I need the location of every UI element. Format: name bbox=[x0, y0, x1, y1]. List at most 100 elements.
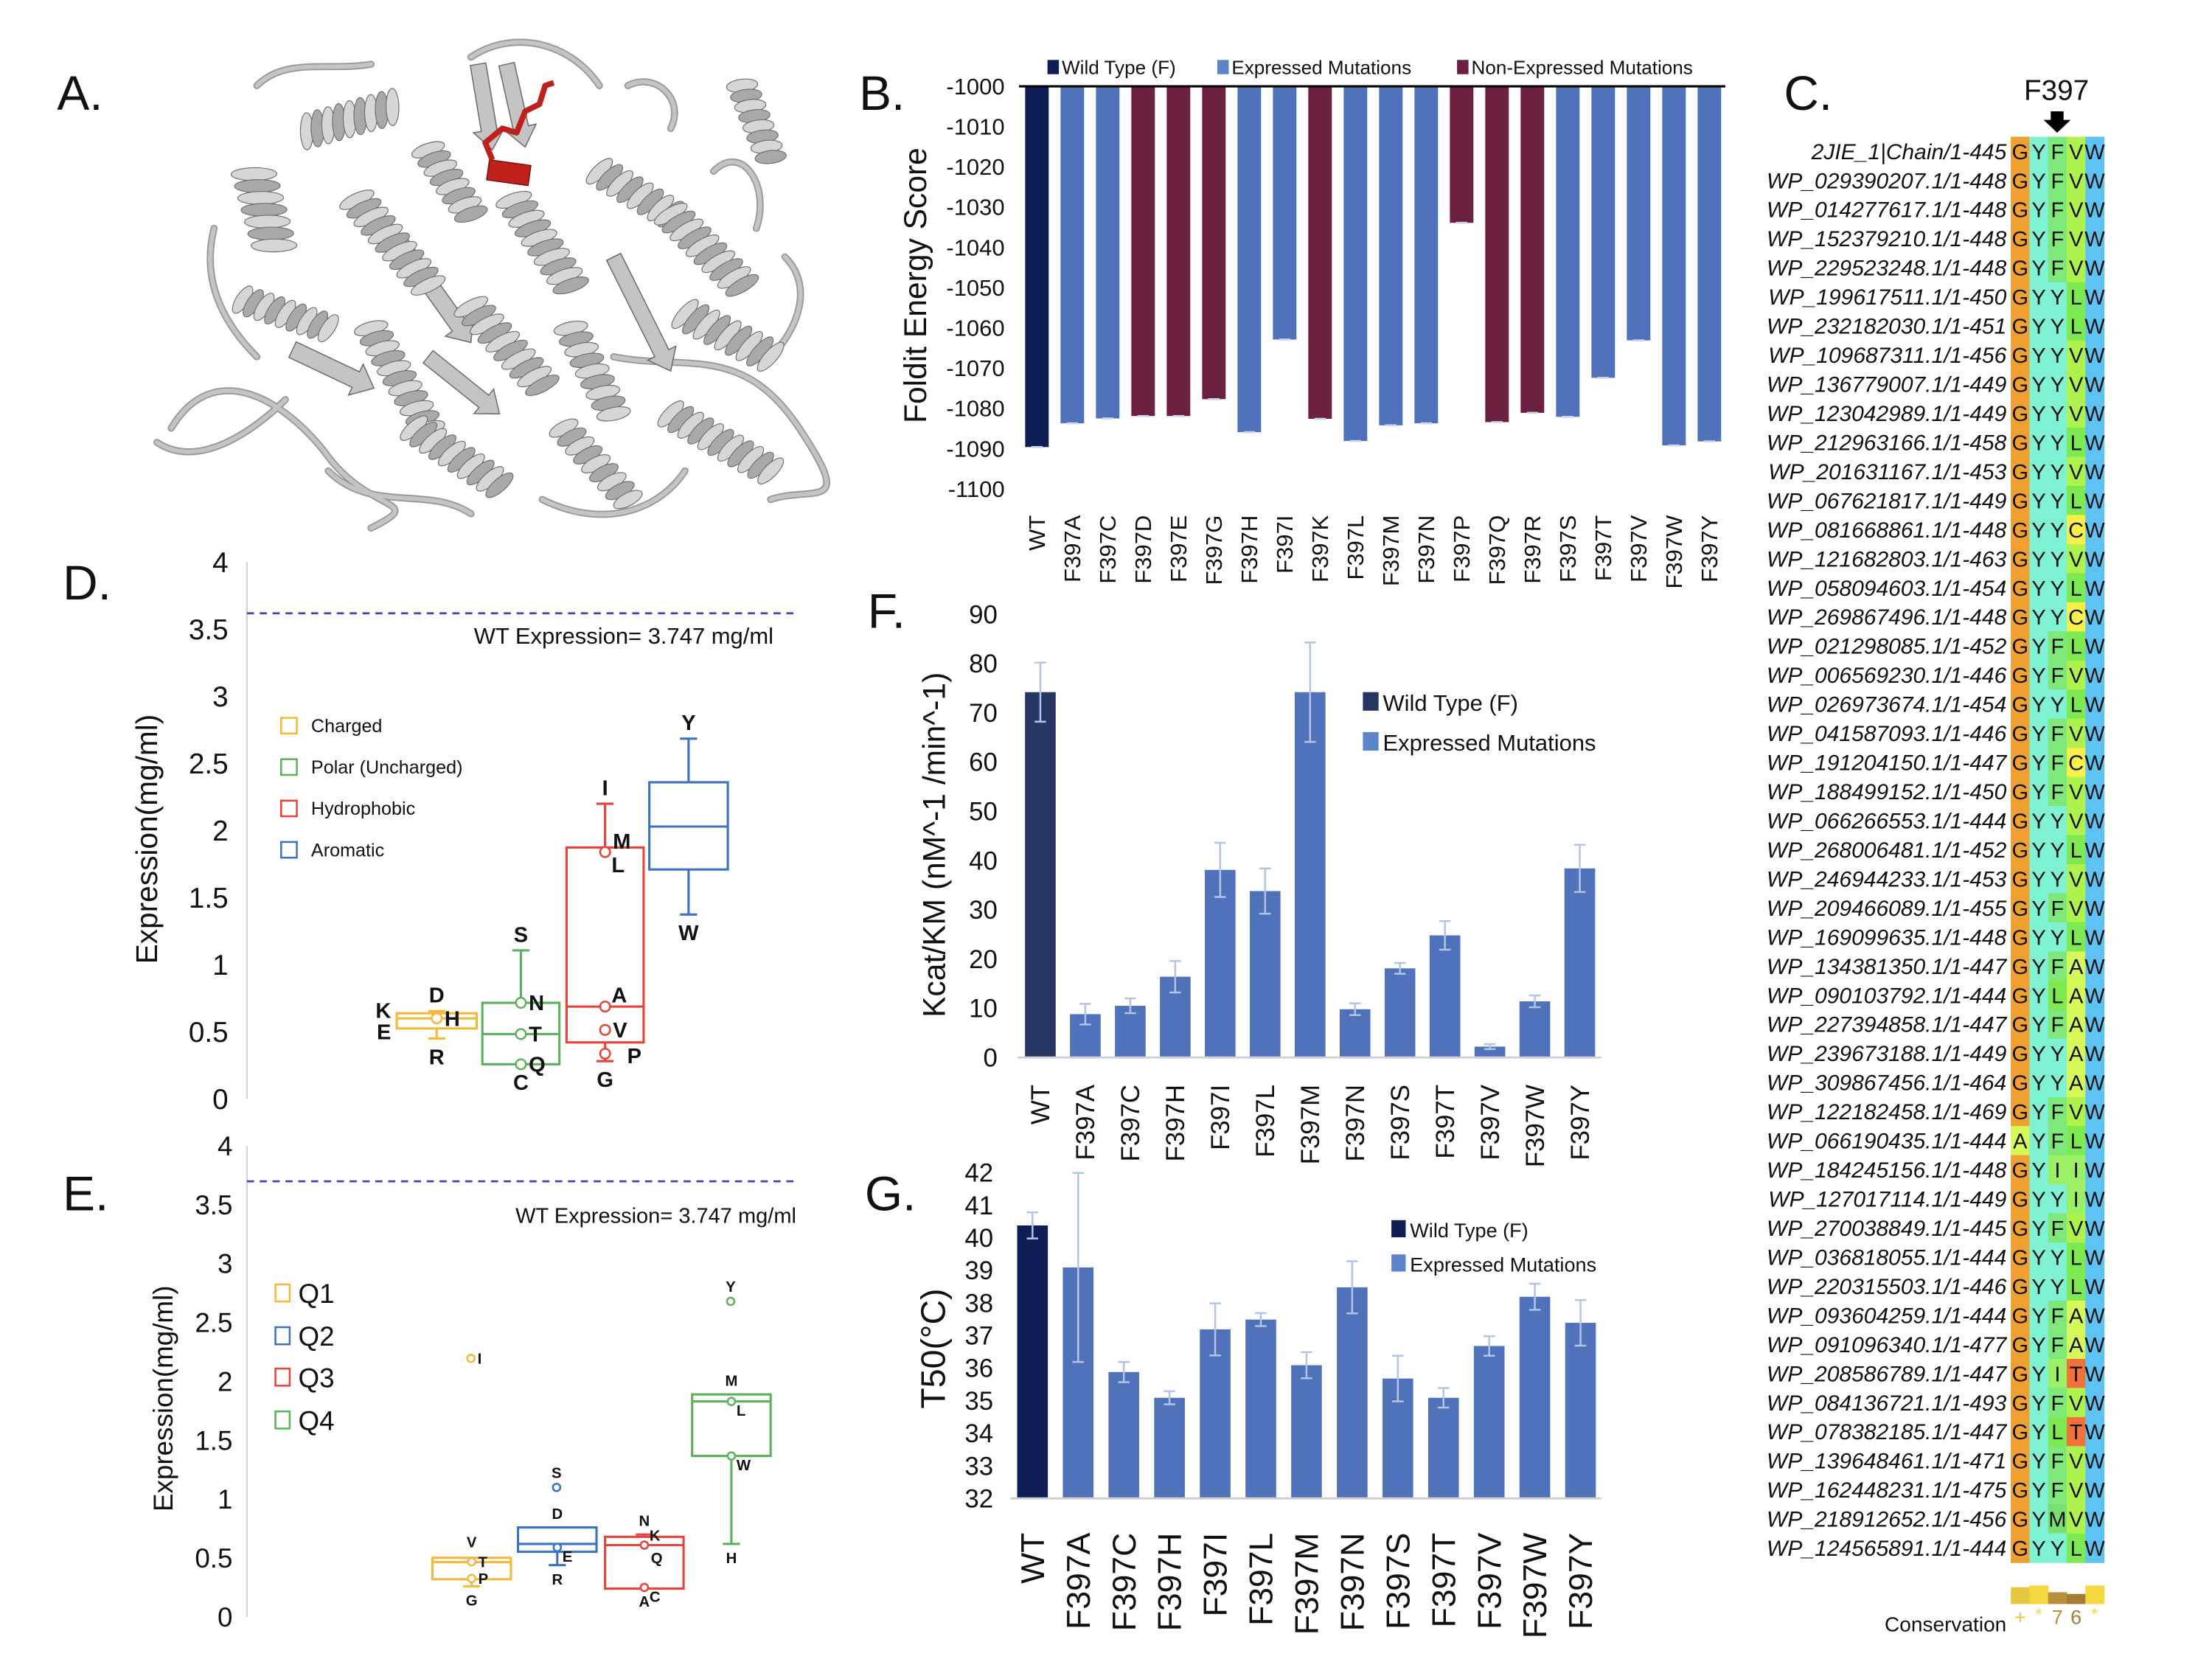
residue-cell bbox=[2029, 340, 2049, 370]
loop bbox=[709, 158, 764, 232]
residue-cell bbox=[2048, 631, 2067, 661]
y-tick-label: 32 bbox=[964, 1484, 993, 1513]
residue-letters: GYFAW bbox=[2011, 1014, 2105, 1037]
panel-label-a: A. bbox=[57, 66, 102, 120]
data-point bbox=[515, 1058, 527, 1071]
conservation-symbol: + bbox=[2014, 1606, 2026, 1629]
x-tick-label: F397W bbox=[1517, 1533, 1554, 1638]
alignment-row: WP_201631167.1/1-453 GYYVW bbox=[1768, 456, 2105, 487]
bar-f397r bbox=[1520, 86, 1545, 413]
legend-label-q1: Q1 bbox=[299, 1279, 335, 1309]
residue-cell bbox=[2048, 486, 2067, 516]
residue-cell bbox=[2011, 864, 2030, 894]
y-tick-label: -1070 bbox=[946, 355, 1004, 381]
panel-label-d: D. bbox=[63, 555, 111, 610]
data-point bbox=[466, 1353, 476, 1363]
y-tick-label: 33 bbox=[964, 1452, 993, 1481]
sequence-name: WP_208586789.1/1-447 bbox=[1767, 1362, 2008, 1386]
residue-cell bbox=[2066, 864, 2086, 894]
conservation-bar bbox=[2048, 1592, 2067, 1604]
sequence-name: WP_122182458.1/1-469 bbox=[1767, 1100, 2007, 1124]
y-tick-label: 60 bbox=[969, 748, 998, 777]
alignment-row: WP_139648461.1/1-471 GYFVW bbox=[1767, 1446, 2105, 1476]
residue-cell bbox=[2085, 1388, 2105, 1418]
residue-cell bbox=[2085, 1242, 2105, 1273]
data-point bbox=[515, 997, 527, 1009]
sequence-name: WP_093604259.1/1-444 bbox=[1767, 1304, 2006, 1328]
residue-letters: GYFVW bbox=[2011, 1392, 2105, 1416]
y-tick-label: 2.5 bbox=[195, 1308, 232, 1338]
alignment-row: WP_127017114.1/1-449 GYYIW bbox=[1768, 1184, 2105, 1214]
alignment-row: WP_093604259.1/1-444 GYFAW bbox=[1767, 1301, 2105, 1331]
y-tick-label: 4 bbox=[218, 1131, 232, 1161]
residue-cell bbox=[2011, 1096, 2030, 1127]
sequence-name: WP_309867456.1/1-464 bbox=[1767, 1071, 2006, 1096]
residue-cell bbox=[2066, 1475, 2086, 1505]
sequence-name: WP_239673188.1/1-449 bbox=[1767, 1042, 2007, 1066]
bar-f397y bbox=[1564, 868, 1596, 1058]
alignment-row: WP_270038849.1/1-445 GYFVW bbox=[1767, 1213, 2105, 1243]
t50-chart: T50(°C) Wild Type (F) Expressed Mutation… bbox=[914, 1159, 1601, 1638]
y-tick-label: 0.5 bbox=[189, 1017, 229, 1048]
x-tick-label: WT bbox=[1015, 1533, 1051, 1584]
residue-cell bbox=[2085, 1009, 2105, 1040]
y-tick-label: 40 bbox=[964, 1224, 993, 1253]
point-label: L bbox=[737, 1403, 745, 1419]
point-label: N bbox=[639, 1514, 650, 1530]
alignment-row: WP_152379210.1/1-448 GYFVW bbox=[1767, 223, 2105, 254]
data-point bbox=[599, 1047, 611, 1060]
x-tick-label: F397K bbox=[1307, 515, 1333, 582]
point-label: I bbox=[602, 776, 608, 800]
residue-letters: GYYLW bbox=[2011, 431, 2105, 455]
x-tick-label: F397M bbox=[1296, 1085, 1325, 1164]
alignment-row: WP_218912652.1/1-456 GYMVW bbox=[1767, 1504, 2105, 1534]
residue-cell bbox=[2029, 1155, 2049, 1185]
sequence-name: 2JIE_1|Chain/1-445 bbox=[1811, 140, 2007, 164]
bar-f397l bbox=[1245, 1319, 1276, 1499]
residue-cell bbox=[2048, 456, 2067, 487]
residue-letters: GYMVW bbox=[2011, 1509, 2105, 1532]
residue-letters: GYFVW bbox=[2011, 1217, 2105, 1241]
x-tick-label: F397M bbox=[1290, 1533, 1326, 1635]
residue-cell bbox=[2085, 195, 2105, 225]
residue-letters: GYYVW bbox=[2011, 548, 2105, 571]
residue-letters: GYFVW bbox=[2011, 141, 2105, 164]
y-axis-label: Foldit Energy Score bbox=[898, 147, 933, 423]
bar-f397t bbox=[1429, 935, 1461, 1058]
residue-letters: GYITW bbox=[2011, 1363, 2105, 1386]
point-label: Y bbox=[726, 1279, 736, 1295]
residue-letters: GYYLW bbox=[2011, 926, 2105, 950]
residue-cell bbox=[2029, 1416, 2049, 1447]
alignment-row: WP_041587093.1/1-446 GYFVW bbox=[1767, 718, 2105, 748]
residue-letters: GYFVW bbox=[2011, 897, 2105, 921]
residue-cell bbox=[2029, 631, 2049, 661]
residue-cell bbox=[2029, 864, 2049, 894]
legend-label-q4: Q4 bbox=[299, 1405, 335, 1436]
residue-cell bbox=[2048, 1126, 2067, 1156]
panel-label-f: F. bbox=[868, 584, 905, 639]
residue-cell bbox=[2011, 573, 2030, 603]
legend-swatch-q3 bbox=[274, 1367, 291, 1387]
residue-cell bbox=[2066, 515, 2086, 545]
y-tick-label: 30 bbox=[969, 896, 998, 925]
residue-cell bbox=[2048, 1068, 2067, 1098]
alignment-row: WP_109687311.1/1-456 GYYVW bbox=[1768, 340, 2105, 370]
point-label: A bbox=[611, 984, 627, 1007]
legend-label-expressed: Expressed Mutations bbox=[1382, 730, 1596, 756]
residue-cell bbox=[2011, 1388, 2030, 1418]
residue-cell bbox=[2029, 282, 2049, 312]
point-label: N bbox=[529, 992, 544, 1015]
residue-cell bbox=[2011, 951, 2030, 981]
sequence-name: WP_218912652.1/1-456 bbox=[1767, 1508, 2007, 1532]
legend-label-wt: Wild Type (F) bbox=[1062, 57, 1176, 79]
box bbox=[565, 846, 645, 1044]
sequence-name: WP_152379210.1/1-448 bbox=[1767, 227, 2007, 251]
sequence-name: WP_139648461.1/1-471 bbox=[1767, 1450, 2006, 1474]
data-point bbox=[726, 1397, 737, 1406]
alignment-row: WP_123042989.1/1-449 GYYVW bbox=[1767, 398, 2105, 428]
bar-f397n bbox=[1339, 1009, 1371, 1058]
y-tick-label: -1090 bbox=[946, 436, 1004, 462]
residue-cell bbox=[2011, 1126, 2030, 1156]
y-tick-label: 90 bbox=[969, 600, 998, 629]
